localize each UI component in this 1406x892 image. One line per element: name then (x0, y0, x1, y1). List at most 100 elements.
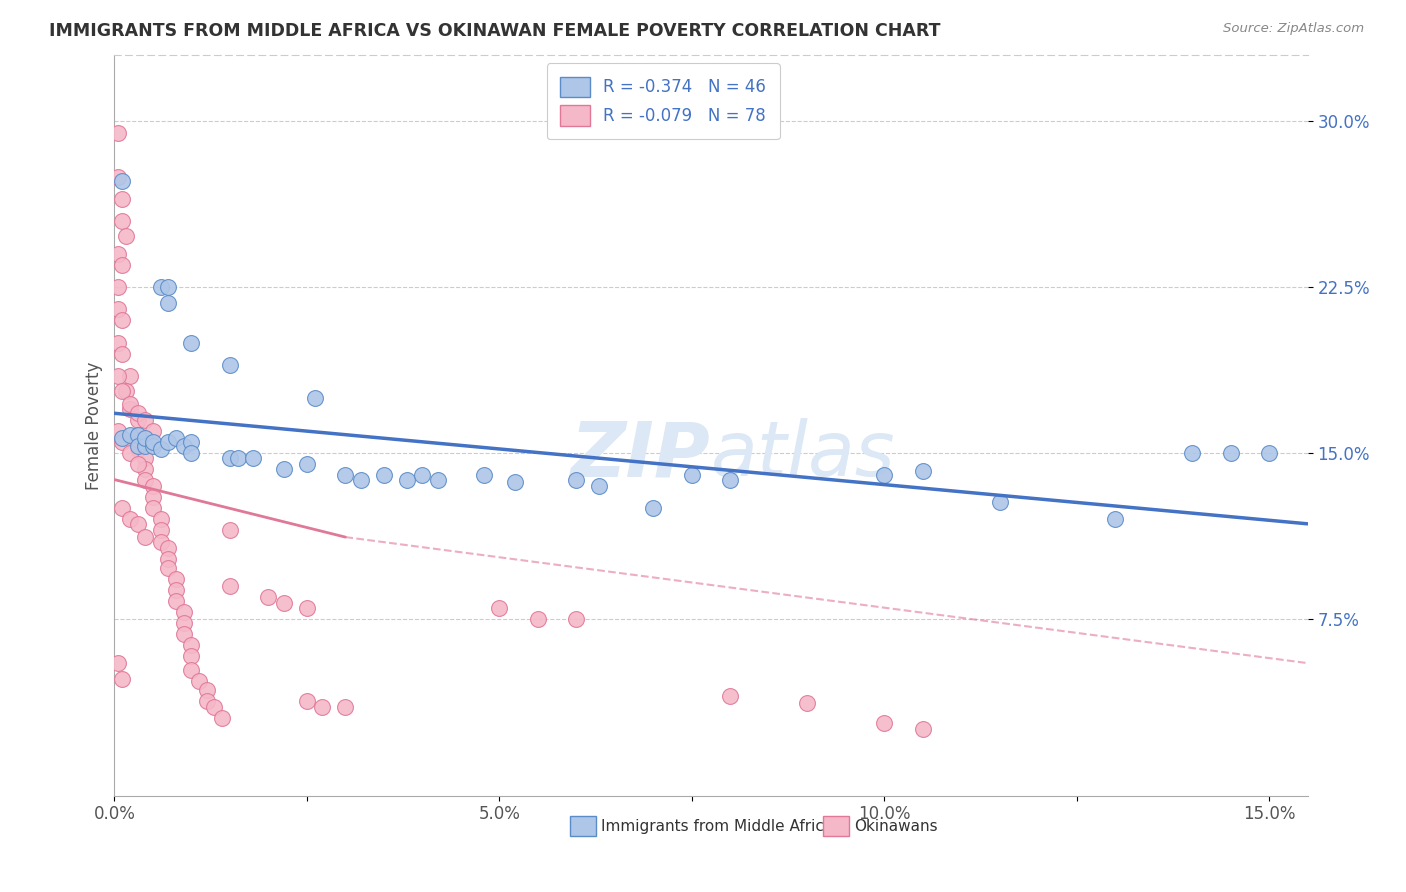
Point (718, 473, 741, 487)
Point (107, 126, 129, 140)
Point (180, 639, 202, 653)
Point (107, 169, 129, 184)
Point (127, 516, 149, 531)
Point (242, 450, 264, 465)
Point (127, 440, 149, 454)
Point (411, 468, 433, 483)
Point (1258, 446, 1281, 460)
Point (565, 612, 588, 626)
Point (157, 541, 180, 556)
Point (127, 406, 149, 420)
Point (142, 479, 165, 493)
Point (472, 468, 495, 483)
Point (195, 694, 218, 708)
Point (134, 473, 156, 487)
Point (173, 605, 195, 619)
Point (111, 313, 134, 327)
Point (350, 473, 373, 487)
Point (173, 440, 195, 454)
Point (1181, 446, 1204, 460)
Point (488, 600, 510, 615)
Point (107, 247, 129, 261)
Point (149, 442, 172, 456)
Point (188, 673, 211, 688)
Point (273, 596, 295, 610)
Point (134, 431, 156, 445)
Point (395, 473, 418, 487)
Point (157, 435, 180, 450)
Point (149, 534, 172, 549)
Text: Source: ZipAtlas.com: Source: ZipAtlas.com (1223, 22, 1364, 36)
Text: Immigrants from Middle Africa: Immigrants from Middle Africa (602, 819, 834, 834)
Point (115, 229, 138, 244)
Point (107, 302, 129, 317)
Point (134, 461, 156, 475)
Text: atlas: atlas (711, 418, 896, 492)
Point (111, 672, 134, 686)
Point (173, 627, 195, 641)
Point (195, 682, 218, 697)
Point (134, 530, 156, 544)
Point (204, 700, 226, 714)
Point (118, 512, 141, 526)
Point (118, 368, 141, 383)
Point (1104, 512, 1126, 526)
Point (142, 491, 165, 505)
Point (118, 397, 141, 411)
Point (588, 479, 610, 493)
Point (988, 494, 1011, 508)
Point (134, 450, 156, 465)
Point (157, 561, 180, 575)
Point (111, 501, 134, 516)
Point (304, 391, 326, 405)
Point (681, 468, 703, 483)
Point (218, 524, 240, 538)
Point (127, 413, 149, 427)
Point (142, 435, 165, 450)
Point (127, 428, 149, 442)
Point (111, 174, 134, 188)
Point (335, 468, 357, 483)
Point (118, 446, 141, 460)
Point (118, 428, 141, 442)
Point (111, 431, 134, 445)
Point (142, 501, 165, 516)
Point (643, 501, 665, 516)
Point (295, 457, 318, 471)
Point (718, 690, 741, 704)
Point (157, 295, 180, 310)
Point (118, 401, 141, 416)
Point (107, 280, 129, 294)
Point (180, 335, 202, 350)
Point (426, 473, 449, 487)
Point (127, 442, 149, 456)
Point (111, 192, 134, 206)
Point (218, 579, 240, 593)
Point (107, 424, 129, 438)
Point (149, 524, 172, 538)
Text: Okinawans: Okinawans (855, 819, 938, 834)
Point (107, 368, 129, 383)
Point (295, 600, 318, 615)
Text: IMMIGRANTS FROM MIDDLE AFRICA VS OKINAWAN FEMALE POVERTY CORRELATION CHART: IMMIGRANTS FROM MIDDLE AFRICA VS OKINAWA… (49, 22, 941, 40)
Point (218, 450, 240, 465)
Point (115, 384, 138, 399)
Point (107, 335, 129, 350)
Point (180, 649, 202, 664)
Point (180, 435, 202, 450)
Point (180, 663, 202, 677)
Point (165, 572, 187, 586)
Point (311, 700, 333, 714)
Point (111, 258, 134, 272)
Point (565, 473, 588, 487)
Point (873, 715, 896, 730)
Point (373, 468, 395, 483)
Point (142, 440, 165, 454)
Point (218, 358, 240, 372)
Point (911, 464, 934, 478)
Point (526, 612, 548, 626)
Point (873, 468, 896, 483)
Point (111, 346, 134, 360)
Point (111, 435, 134, 450)
Point (149, 512, 172, 526)
